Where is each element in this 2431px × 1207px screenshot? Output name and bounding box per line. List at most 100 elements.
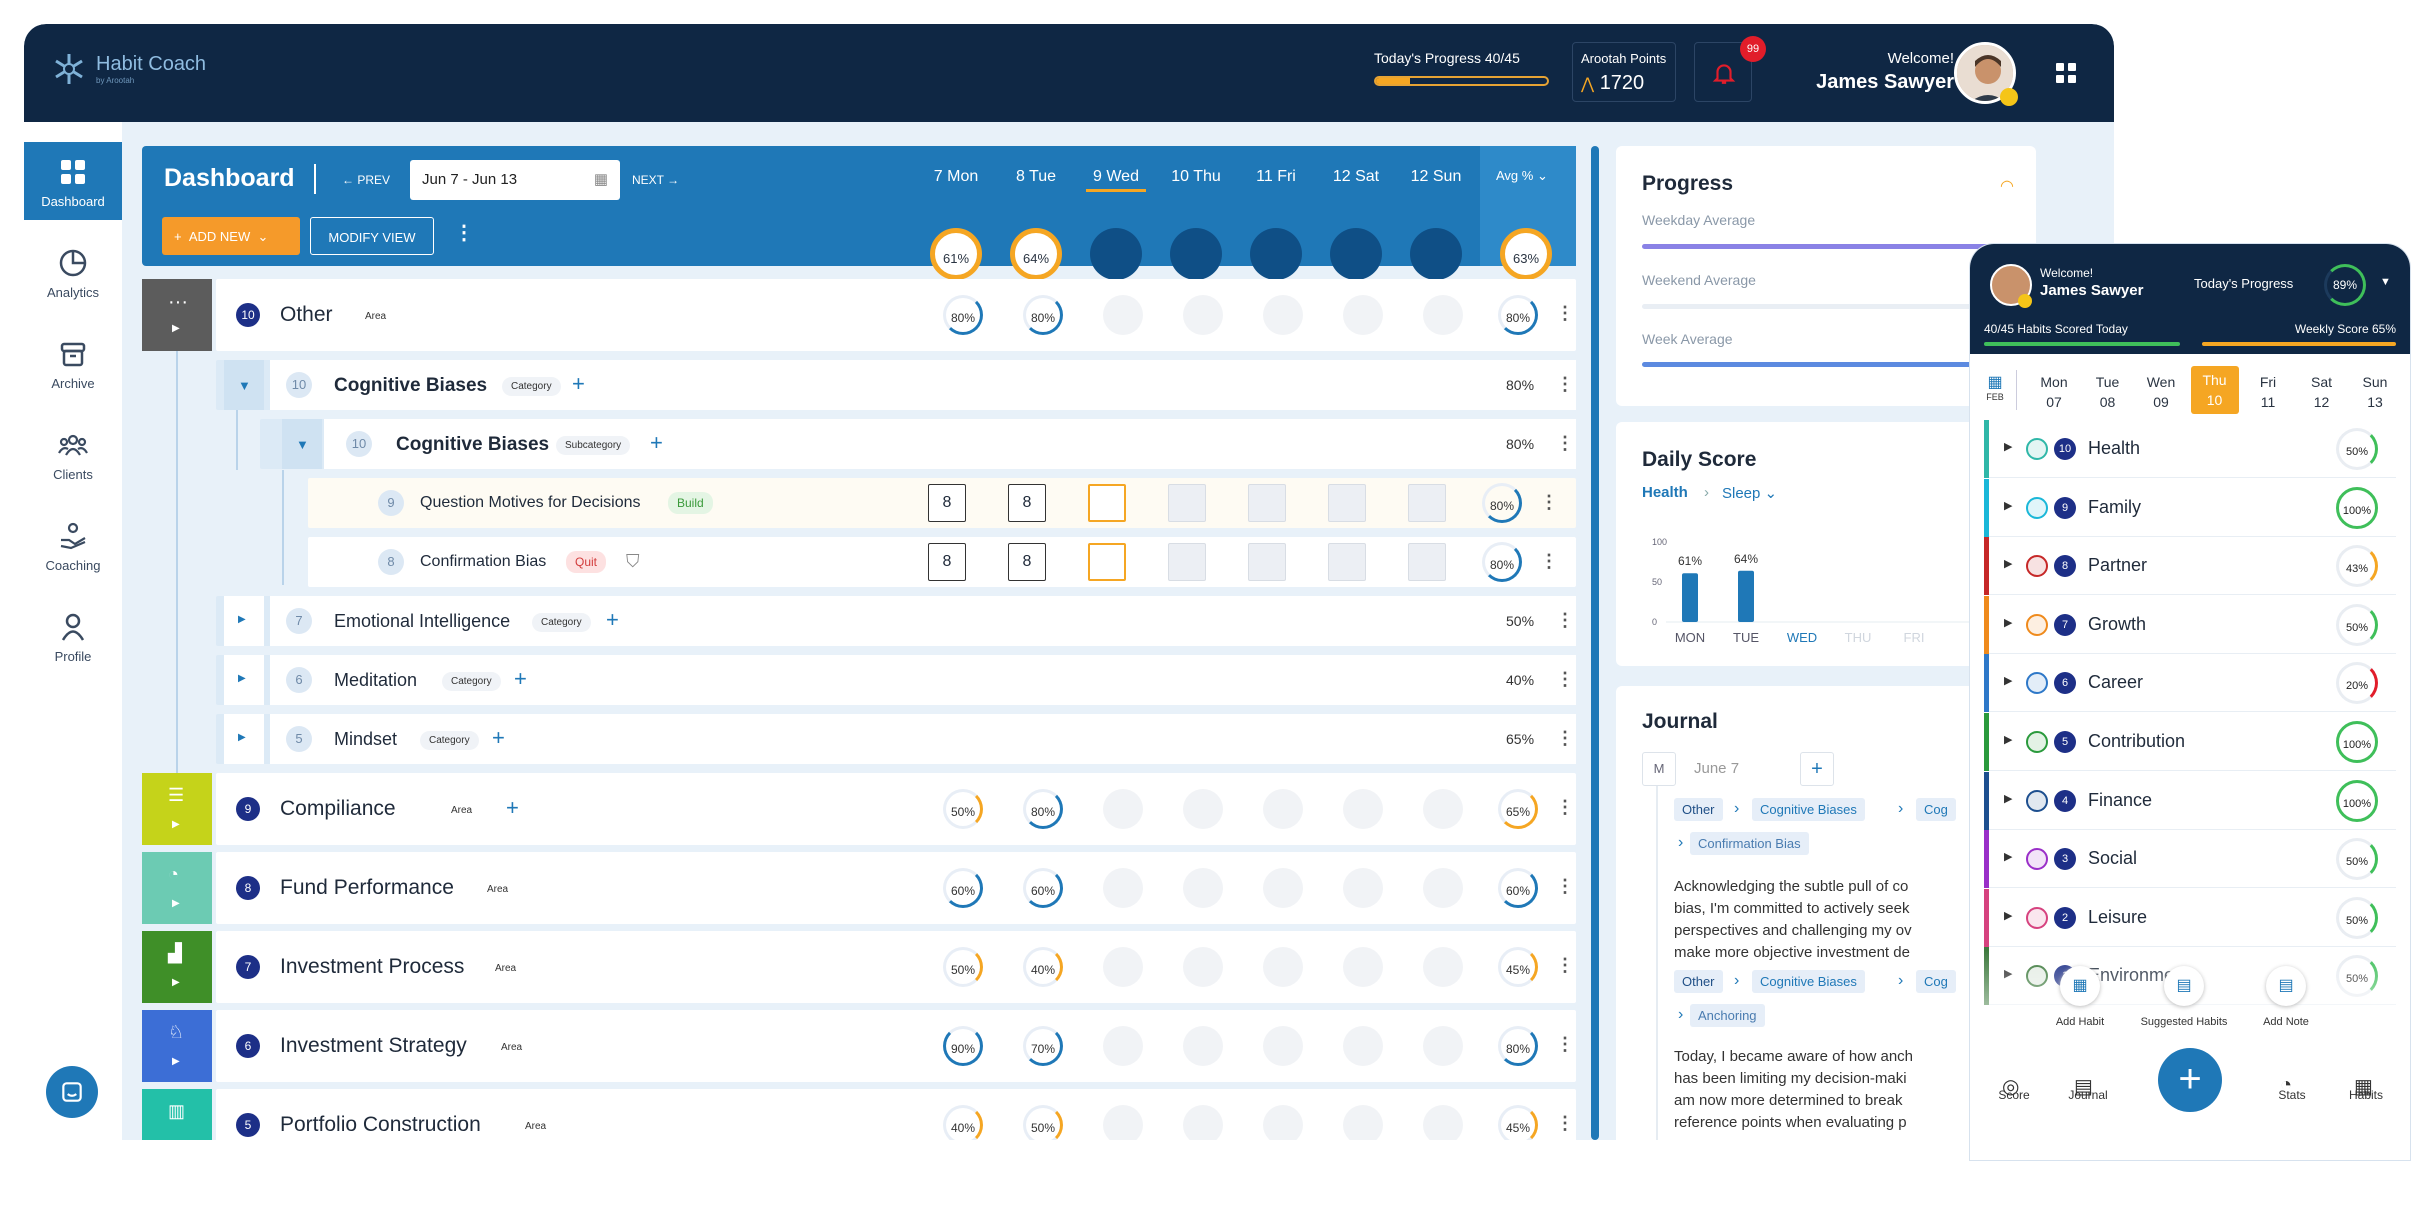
caret-right-icon[interactable]: ▶ bbox=[2004, 558, 2013, 571]
caret-right-icon[interactable]: ▶ bbox=[2004, 675, 2013, 688]
brand-logo[interactable]: Habit Coach by Arootah bbox=[52, 52, 206, 86]
sidebar-item-coaching[interactable]: Coaching bbox=[24, 506, 122, 584]
nav-journal[interactable]: Journal bbox=[2068, 1088, 2108, 1102]
day-header-tue[interactable]: 8 Tue bbox=[1015, 168, 1057, 185]
tag-anchoring[interactable]: Anchoring bbox=[1690, 1004, 1765, 1027]
add-icon[interactable]: + bbox=[606, 607, 619, 632]
add-journal-entry-button[interactable]: + bbox=[1800, 752, 1834, 786]
caret-right-icon[interactable]: ▶ bbox=[2004, 734, 2013, 746]
mobile-dropdown-icon[interactable]: ▼ bbox=[2380, 276, 2391, 288]
area-row-other[interactable]: 10 Other Area 80% 80% 80% ⋮ bbox=[216, 279, 1576, 351]
day-header-wed[interactable]: 9 Wed bbox=[1086, 168, 1146, 192]
caret-right-icon[interactable]: ▶ bbox=[2004, 792, 2013, 805]
avg-dropdown[interactable]: Avg % ⌄ bbox=[1496, 168, 1548, 183]
wed-input-box[interactable] bbox=[1088, 543, 1126, 581]
suggested-habits-icon[interactable]: ▤ bbox=[2164, 966, 2204, 1006]
sleep-dropdown[interactable]: Sleep ⌄ bbox=[1722, 485, 1778, 502]
habits-grid-icon[interactable]: ▦ bbox=[2354, 1076, 2373, 1098]
tue-value-box[interactable]: 8 bbox=[1008, 484, 1046, 522]
add-new-button[interactable]: + ADD NEW ⌄ bbox=[162, 217, 300, 255]
mobile-category-family[interactable]: ▶ 9 Family 100% bbox=[1984, 478, 2396, 537]
subcategory-row-cognitive-biases[interactable]: ▼ 10 Cognitive Biases Subcategory + 80% … bbox=[260, 419, 1576, 469]
mobile-category-career[interactable]: ▶ 6 Career 20% bbox=[1984, 654, 2396, 713]
mobile-category-contribution[interactable]: ▶ 5 Contribution 100% bbox=[1984, 713, 2396, 771]
mobile-category-social[interactable]: ▶ 3 Social 50% bbox=[1984, 830, 2396, 889]
mobile-calendar-button[interactable]: ▦ FEB bbox=[1980, 372, 2010, 402]
category-row-meditation[interactable]: ▶ 6 Meditation Category + 40% ⋮ bbox=[216, 655, 1576, 705]
caret-right-icon[interactable]: ▶ bbox=[2004, 851, 2013, 864]
expand-toggle[interactable]: ▼ bbox=[282, 419, 322, 469]
tag-other[interactable]: Other bbox=[1674, 970, 1723, 993]
thu-input-box[interactable] bbox=[1168, 484, 1206, 522]
tag-confirmation-bias[interactable]: Confirmation Bias bbox=[1690, 832, 1809, 855]
row-menu-icon[interactable]: ⋮ bbox=[1556, 1034, 1574, 1054]
sidebar-item-archive[interactable]: Archive bbox=[24, 324, 122, 402]
mobile-day-tue[interactable]: Tue 08 bbox=[2084, 372, 2132, 412]
caret-right-icon[interactable]: ▶ bbox=[2004, 441, 2013, 453]
date-range-input[interactable]: Jun 7 - Jun 13 ▦ bbox=[410, 160, 620, 200]
area-row-fund-performance[interactable]: 8 Fund Performance Area 60% 60% 60% ⋮ bbox=[216, 852, 1576, 924]
mobile-category-partner[interactable]: ▶ 8 Partner 43% bbox=[1984, 537, 2396, 596]
add-note-icon[interactable]: ▤ bbox=[2266, 966, 2306, 1006]
row-menu-icon[interactable]: ⋮ bbox=[1556, 1113, 1574, 1133]
row-menu-icon[interactable]: ⋮ bbox=[1556, 955, 1574, 975]
row-menu-icon[interactable]: ⋮ bbox=[1540, 492, 1558, 512]
add-icon[interactable]: + bbox=[492, 725, 505, 750]
mobile-category-health[interactable]: ▶ 10 Health 50% bbox=[1984, 420, 2396, 478]
tag-other[interactable]: Other bbox=[1674, 798, 1723, 821]
area-color-tab-other[interactable]: ··· ▶ bbox=[142, 279, 212, 351]
tag-cognitive-biases[interactable]: Cognitive Biases bbox=[1752, 970, 1865, 993]
row-menu-icon[interactable]: ⋮ bbox=[1556, 876, 1574, 896]
expand-toggle[interactable]: ▶ bbox=[224, 714, 264, 764]
area-color-tab-portfolio-construction[interactable]: ▥ bbox=[142, 1089, 212, 1140]
sun-input-box[interactable] bbox=[1408, 484, 1446, 522]
row-menu-icon[interactable]: ⋮ bbox=[1556, 728, 1574, 748]
fri-input-box[interactable] bbox=[1248, 484, 1286, 522]
notifications-button[interactable] bbox=[1694, 42, 1752, 102]
more-options-icon[interactable]: ⋮ bbox=[454, 222, 474, 244]
area-row-investment-strategy[interactable]: 6 Investment Strategy Area 90% 70% 80% ⋮ bbox=[216, 1010, 1576, 1082]
sidebar-item-analytics[interactable]: Analytics bbox=[24, 233, 122, 311]
area-row-portfolio-construction[interactable]: 5 Portfolio Construction Area 40% 50% 45… bbox=[216, 1089, 1576, 1140]
category-row-emotional-intelligence[interactable]: ▶ 7 Emotional Intelligence Category + 50… bbox=[216, 596, 1576, 646]
habit-row-confirmation-bias[interactable]: 8 Confirmation Bias Quit ⛉ 8 8 80% ⋮ bbox=[308, 537, 1576, 587]
target-icon[interactable]: ◎ bbox=[2002, 1076, 2020, 1098]
mobile-category-growth[interactable]: ▶ 7 Growth 50% bbox=[1984, 595, 2396, 654]
habit-row-question-motives[interactable]: 9 Question Motives for Decisions Build 8… bbox=[308, 478, 1576, 528]
expand-toggle[interactable]: ▶ bbox=[224, 655, 264, 705]
sat-input-box[interactable] bbox=[1328, 484, 1366, 522]
stats-icon[interactable]: ◔ bbox=[2280, 1074, 2293, 1096]
row-menu-icon[interactable]: ⋮ bbox=[1556, 797, 1574, 817]
fri-input-box[interactable] bbox=[1248, 543, 1286, 581]
mon-value-box[interactable]: 8 bbox=[928, 484, 966, 522]
tue-value-box[interactable]: 8 bbox=[1008, 543, 1046, 581]
mobile-day-mon[interactable]: Mon 07 bbox=[2030, 372, 2078, 412]
nav-score[interactable]: Score bbox=[1998, 1088, 2030, 1102]
mobile-day-fri[interactable]: Fri 11 bbox=[2244, 372, 2292, 412]
expand-toggle[interactable]: ▶ bbox=[224, 596, 264, 646]
mobile-category-finance[interactable]: ▶ 4 Finance 100% bbox=[1984, 771, 2396, 830]
health-breadcrumb[interactable]: Health bbox=[1642, 484, 1688, 501]
mobile-add-fab[interactable]: + bbox=[2158, 1048, 2222, 1112]
mobile-category-leisure[interactable]: ▶ 2 Leisure 50% bbox=[1984, 888, 2396, 947]
expand-toggle[interactable]: ▼ bbox=[224, 360, 264, 410]
category-row-cognitive-biases[interactable]: ▼ 10 Cognitive Biases Category + 80% ⋮ bbox=[216, 360, 1576, 410]
mon-value-box[interactable]: 8 bbox=[928, 543, 966, 581]
nav-stats[interactable]: Stats bbox=[2278, 1088, 2306, 1102]
day-header-mon[interactable]: 7 Mon bbox=[933, 168, 979, 185]
tag-cog[interactable]: Cog bbox=[1916, 798, 1956, 821]
row-menu-icon[interactable]: ⋮ bbox=[1556, 669, 1574, 689]
prev-week-button[interactable]: ← PREV bbox=[342, 173, 391, 187]
thu-input-box[interactable] bbox=[1168, 543, 1206, 581]
area-color-tab-compliance[interactable]: ☰ ▶ bbox=[142, 773, 212, 845]
area-row-investment-process[interactable]: 7 Investment Process Area 50% 40% 45% ⋮ bbox=[216, 931, 1576, 1003]
wed-input-box[interactable] bbox=[1088, 484, 1126, 522]
main-scrollbar[interactable] bbox=[1591, 146, 1599, 1140]
day-chip[interactable]: M bbox=[1642, 752, 1676, 786]
add-habit-icon[interactable]: ▦ bbox=[2060, 966, 2100, 1006]
caret-right-icon[interactable]: ▶ bbox=[2004, 616, 2013, 629]
sidebar-item-clients[interactable]: Clients bbox=[24, 415, 122, 493]
add-icon[interactable]: + bbox=[506, 795, 519, 820]
row-menu-icon[interactable]: ⋮ bbox=[1556, 610, 1574, 630]
next-week-button[interactable]: NEXT → bbox=[632, 173, 680, 187]
